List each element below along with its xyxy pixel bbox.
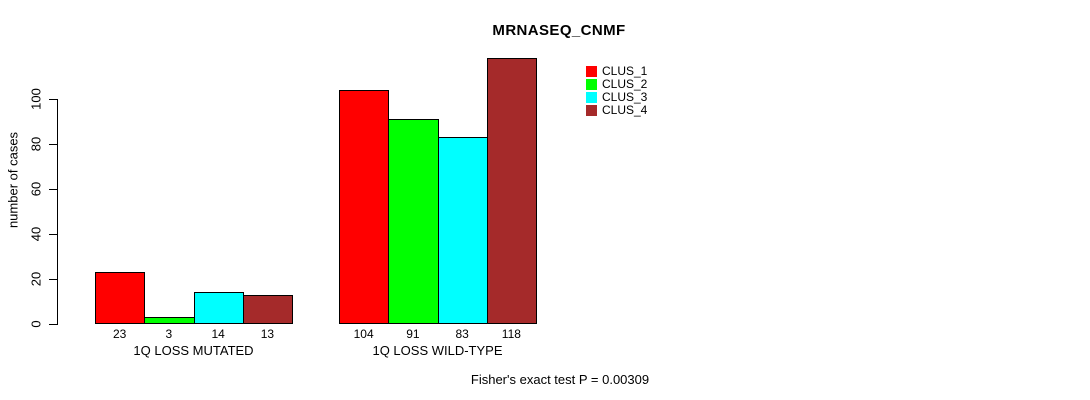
- y-tick: [49, 234, 57, 235]
- legend: CLUS_1 CLUS_2 CLUS_3 CLUS_4: [586, 65, 647, 117]
- y-tick: [49, 144, 57, 145]
- bar-value-label: 118: [501, 327, 521, 341]
- group-label: 1Q LOSS WILD-TYPE: [372, 343, 503, 358]
- legend-item: CLUS_2: [586, 78, 647, 91]
- y-tick-label: 20: [28, 271, 44, 287]
- y-tick-label: 40: [28, 226, 44, 242]
- bar-value-label: 91: [406, 327, 420, 341]
- bar: [388, 119, 439, 324]
- legend-label: CLUS_4: [602, 103, 648, 117]
- bar: [144, 317, 195, 324]
- legend-swatch: [586, 92, 597, 103]
- y-tick: [49, 189, 57, 190]
- y-tick-label: 60: [28, 181, 44, 197]
- chart-title: MRNASEQ_CNMF: [492, 22, 626, 39]
- bar-value-label: 23: [112, 327, 127, 341]
- legend-item: CLUS_3: [586, 91, 647, 104]
- bar-value-label: 104: [353, 327, 374, 341]
- group-label: 1Q LOSS MUTATED: [133, 343, 254, 358]
- legend-label: CLUS_3: [602, 90, 648, 104]
- legend-label: CLUS_2: [602, 77, 648, 91]
- legend-swatch: [586, 79, 597, 90]
- y-tick: [49, 324, 57, 325]
- y-tick-label: 80: [28, 136, 44, 152]
- bar-value-label: 83: [455, 327, 469, 341]
- bar-value-label: 14: [211, 327, 225, 341]
- bar: [339, 90, 390, 324]
- bar: [486, 58, 537, 324]
- y-tick-label: 0: [28, 320, 44, 328]
- bar-value-label: 13: [260, 327, 275, 341]
- legend-swatch: [586, 66, 597, 77]
- bar: [242, 295, 293, 324]
- y-tick: [49, 99, 57, 100]
- bar: [193, 292, 244, 324]
- legend-item: CLUS_1: [586, 65, 647, 78]
- bar: [95, 272, 146, 324]
- y-axis-label: number of cases: [5, 131, 21, 229]
- legend-label: CLUS_1: [602, 64, 648, 78]
- legend-swatch: [586, 105, 597, 116]
- annotation-text: Fisher's exact test P = 0.00309: [470, 372, 650, 387]
- y-axis-line: [57, 99, 58, 325]
- y-tick: [49, 279, 57, 280]
- bar: [437, 137, 488, 324]
- bar-value-label: 3: [165, 327, 173, 341]
- legend-item: CLUS_4: [586, 104, 647, 117]
- y-tick-label: 100: [28, 88, 44, 110]
